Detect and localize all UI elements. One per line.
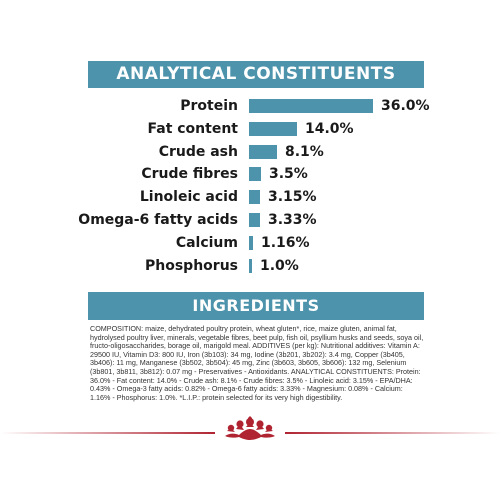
constituent-bar <box>249 99 373 113</box>
constituent-label: Phosphorus <box>145 258 238 274</box>
analytical-constituents-banner: ANALYTICAL CONSTITUENTS <box>88 61 424 88</box>
constituent-label: Omega-6 fatty acids <box>78 212 238 228</box>
constituent-value: 3.5% <box>269 166 308 182</box>
constituent-bar <box>249 145 277 159</box>
ingredients-title: INGREDIENTS <box>192 296 320 315</box>
constituent-value: 1.0% <box>260 258 299 274</box>
constituent-value: 8.1% <box>285 144 324 160</box>
constituent-bar <box>249 259 252 273</box>
ingredients-composition-text: COMPOSITION: maize, dehydrated poultry p… <box>90 324 424 402</box>
constituent-value: 36.0% <box>381 98 430 114</box>
constituent-label: Linoleic acid <box>139 189 238 205</box>
crown-icon <box>225 416 275 440</box>
constituent-label: Crude ash <box>158 144 238 160</box>
constituent-bar <box>249 236 253 250</box>
constituent-label: Calcium <box>175 235 238 251</box>
constituent-bar <box>249 122 297 136</box>
footer-divider-right <box>285 432 500 434</box>
constituent-bar <box>249 190 260 204</box>
ingredients-banner: INGREDIENTS <box>88 292 424 320</box>
constituent-label: Crude fibres <box>141 166 238 182</box>
constituent-label: Protein <box>180 98 238 114</box>
constituent-bar <box>249 167 261 181</box>
analytical-constituents-title: ANALYTICAL CONSTITUENTS <box>116 64 396 84</box>
constituent-bar <box>249 213 260 227</box>
constituent-value: 1.16% <box>261 235 310 251</box>
footer-divider-left <box>0 432 215 434</box>
constituent-label: Fat content <box>147 121 239 137</box>
constituent-value: 3.33% <box>268 212 317 228</box>
constituent-value: 3.15% <box>268 189 317 205</box>
constituent-value: 14.0% <box>305 121 354 137</box>
